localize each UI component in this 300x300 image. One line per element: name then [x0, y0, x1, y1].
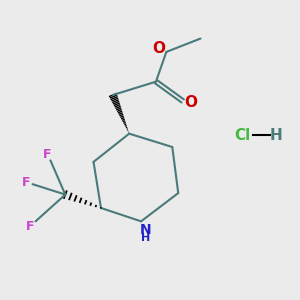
Text: H: H — [270, 128, 283, 142]
Text: F: F — [26, 220, 34, 233]
Text: F: F — [22, 176, 30, 189]
Text: N: N — [140, 223, 152, 237]
Text: O: O — [184, 95, 197, 110]
Text: F: F — [43, 148, 52, 161]
Text: O: O — [152, 41, 165, 56]
Text: H: H — [141, 233, 150, 243]
Text: Cl: Cl — [234, 128, 250, 142]
